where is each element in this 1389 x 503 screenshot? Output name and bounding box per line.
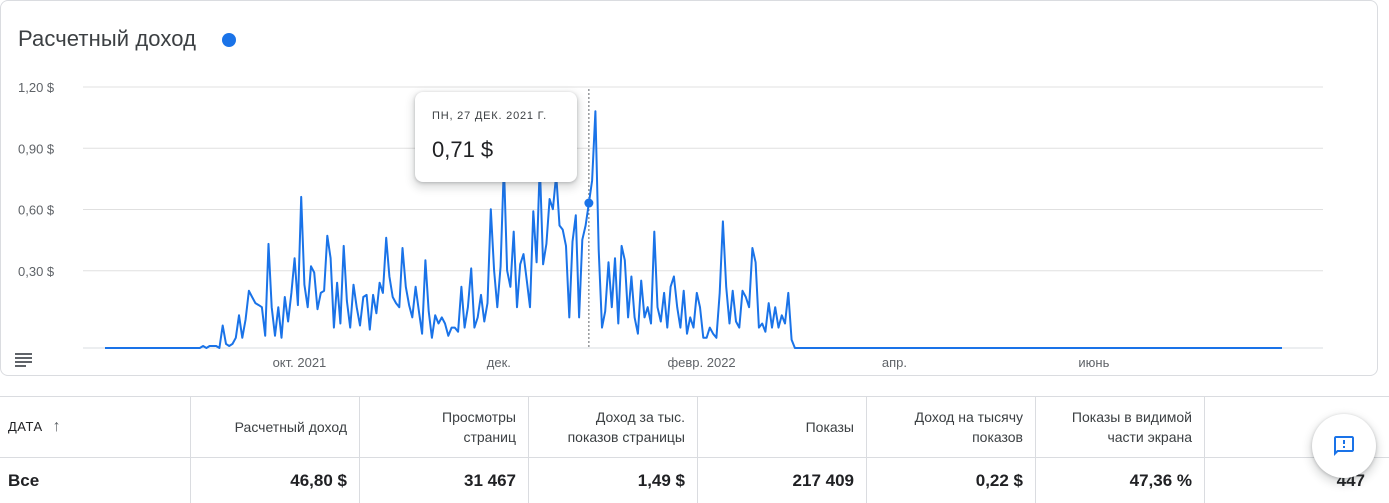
column-header-impressions[interactable]: Показы xyxy=(698,397,867,457)
chart-tooltip: ПН, 27 ДЕК. 2021 Г. 0,71 $ xyxy=(415,92,577,182)
y-tick-label: 0,90 $ xyxy=(18,141,55,156)
report-table: ДАТА ↑ Расчетный доход Просмотры страниц… xyxy=(0,396,1389,503)
revenue-line-chart[interactable]: 1,20 $ 0,90 $ 0,60 $ 0,30 $ окт. 2021 дек. фев… xyxy=(1,1,1378,376)
feedback-button[interactable] xyxy=(1312,414,1376,478)
column-header-revenue[interactable]: Расчетный доход xyxy=(191,397,360,457)
cell-page-rpm: 1,49 $ xyxy=(529,458,698,503)
cell-viewability: 47,36 % xyxy=(1036,458,1205,503)
series-line xyxy=(105,110,1282,349)
table-header: ДАТА ↑ Расчетный доход Просмотры страниц… xyxy=(0,396,1389,458)
column-header-date[interactable]: ДАТА ↑ xyxy=(0,397,191,457)
revenue-chart-card: 1,20 $ 0,90 $ 0,60 $ 0,30 $ окт. 2021 дек. фев… xyxy=(0,0,1378,376)
arrow-up-icon: ↑ xyxy=(52,418,62,435)
y-tick-label: 0,60 $ xyxy=(18,203,55,218)
series-legend-dot xyxy=(222,33,236,47)
x-tick-label: апр. xyxy=(882,355,907,370)
y-tick-label: 0,30 $ xyxy=(18,264,55,279)
x-tick-label: февр. 2022 xyxy=(667,355,735,370)
y-tick-label: 1,20 $ xyxy=(18,80,55,95)
cell-impression-rpm: 0,22 $ xyxy=(867,458,1036,503)
column-header-label: ДАТА xyxy=(8,419,43,434)
x-tick-label: июнь xyxy=(1078,355,1109,370)
x-tick-label: окт. 2021 xyxy=(273,355,327,370)
column-header-label: Показы в видимой части экрана xyxy=(1071,409,1192,445)
cell-pageviews: 31 467 xyxy=(360,458,529,503)
row-label: Все xyxy=(0,458,191,503)
cell-impressions: 217 409 xyxy=(698,458,867,503)
column-header-pageviews[interactable]: Просмотры страниц xyxy=(360,397,529,457)
cell-revenue: 46,80 $ xyxy=(191,458,360,503)
column-header-page-rpm[interactable]: Доход за тыс. показов страницы xyxy=(529,397,698,457)
highlight-point xyxy=(584,198,594,208)
tooltip-date: ПН, 27 ДЕК. 2021 Г. xyxy=(432,110,547,122)
feedback-icon xyxy=(1334,436,1354,456)
list-icon[interactable] xyxy=(15,353,32,367)
column-header-label: Просмотры страниц xyxy=(442,409,516,445)
chart-title: Расчетный доход xyxy=(18,26,197,51)
x-tick-label: дек. xyxy=(487,355,511,370)
column-header-label: Доход за тыс. показов страницы xyxy=(567,409,685,445)
table-row: Все 46,80 $ 31 467 1,49 $ 217 409 0,22 $… xyxy=(0,458,1389,503)
column-header-viewability[interactable]: Показы в видимой части экрана xyxy=(1036,397,1205,457)
column-header-impression-rpm[interactable]: Доход на тысячу показов xyxy=(867,397,1036,457)
column-header-label: Доход на тысячу показов xyxy=(914,409,1023,445)
tooltip-value: 0,71 $ xyxy=(432,137,494,162)
